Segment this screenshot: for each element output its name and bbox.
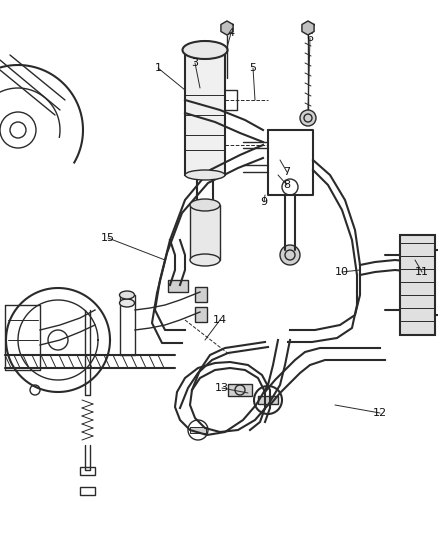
Ellipse shape [183, 41, 227, 59]
Bar [190, 427, 206, 433]
Text: 10: 10 [335, 267, 349, 277]
Text: 7: 7 [283, 167, 290, 177]
Text: 6: 6 [307, 33, 314, 43]
Bar [400, 235, 435, 335]
Bar [80, 467, 95, 475]
Text: 9: 9 [261, 197, 268, 207]
Ellipse shape [185, 170, 225, 180]
Bar [195, 287, 207, 302]
Text: 11: 11 [415, 267, 429, 277]
Bar [80, 487, 95, 495]
Ellipse shape [120, 291, 134, 299]
Ellipse shape [190, 254, 220, 266]
Text: 15: 15 [101, 233, 115, 243]
Polygon shape [302, 21, 314, 35]
Text: 12: 12 [373, 408, 387, 418]
Bar [168, 280, 188, 292]
Text: 14: 14 [213, 315, 227, 325]
Bar [228, 384, 252, 396]
Ellipse shape [190, 199, 220, 211]
Bar [185, 55, 225, 175]
Text: 5: 5 [250, 63, 257, 73]
Text: 8: 8 [283, 180, 290, 190]
Bar [190, 205, 220, 260]
Ellipse shape [120, 299, 134, 307]
Bar [258, 396, 278, 404]
Polygon shape [221, 21, 233, 35]
Text: 4: 4 [227, 28, 235, 38]
Text: 13: 13 [215, 383, 229, 393]
Circle shape [300, 110, 316, 126]
Text: 1: 1 [155, 63, 162, 73]
Bar [195, 307, 207, 322]
Circle shape [280, 245, 300, 265]
Text: 3: 3 [191, 58, 198, 68]
